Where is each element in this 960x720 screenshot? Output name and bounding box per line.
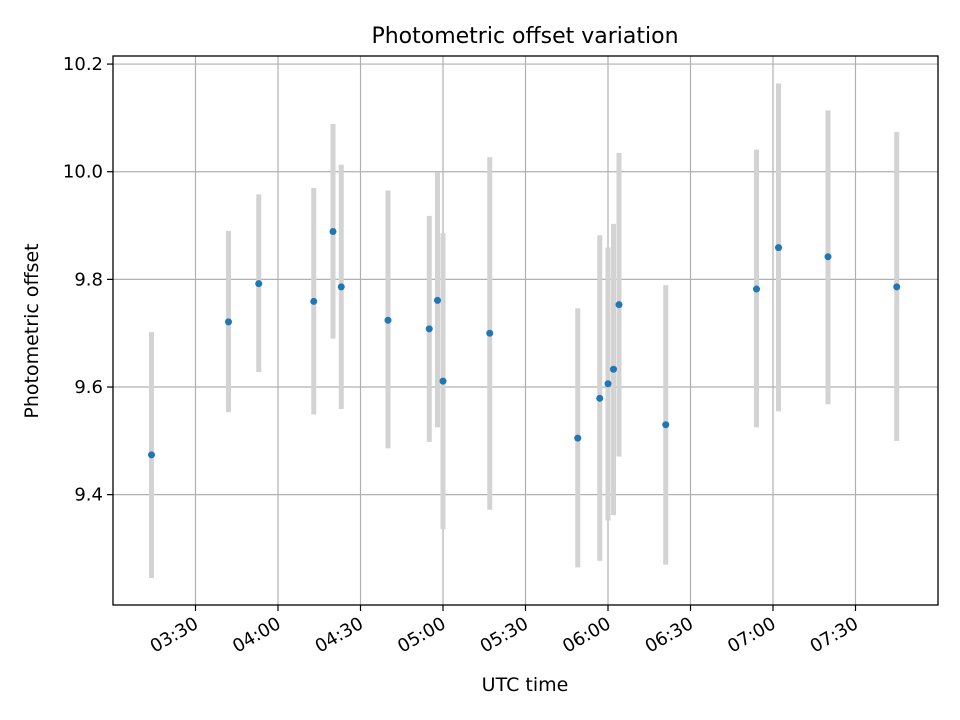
- error-bars: [149, 83, 900, 579]
- data-point: [596, 394, 604, 402]
- data-point: [225, 318, 232, 326]
- data-point: [486, 329, 494, 337]
- y-tick-label: 9.4: [74, 485, 103, 506]
- data-point: [337, 283, 345, 291]
- grid: [113, 56, 938, 605]
- y-tick-label: 9.6: [74, 377, 103, 398]
- x-tick-label: 06:30: [642, 613, 697, 657]
- x-tick-label: 05:00: [394, 613, 449, 657]
- y-axis: 9.4 9.6 9.8 10.0 10.2: [63, 54, 113, 506]
- x-tick-label: 03:30: [147, 613, 202, 657]
- chart-title: Photometric offset variation: [371, 24, 678, 49]
- y-axis-label: Photometric offset: [21, 243, 43, 418]
- data-point: [310, 297, 318, 305]
- data-point: [434, 296, 441, 304]
- x-tick-label: 07:30: [807, 613, 862, 657]
- data-point: [439, 377, 447, 385]
- data-point: [574, 434, 582, 442]
- data-point: [384, 316, 392, 324]
- y-tick-label: 10.2: [63, 54, 103, 75]
- x-axis-label: UTC time: [482, 674, 569, 696]
- data-point: [610, 365, 617, 373]
- y-tick-label: 9.8: [74, 269, 103, 290]
- data-point: [824, 253, 832, 261]
- x-tick-label: 04:00: [229, 613, 284, 657]
- data-point: [775, 244, 782, 252]
- x-tick-label: 05:30: [477, 613, 532, 657]
- data-point: [604, 380, 612, 388]
- data-point: [148, 451, 155, 459]
- data-point: [425, 325, 433, 333]
- x-axis: 03:30 04:00 04:30 05:00 05:30 06:00 06:30 07:00…: [147, 605, 862, 657]
- data-points: [148, 227, 901, 459]
- x-tick-label: 04:30: [312, 613, 367, 657]
- data-point: [255, 280, 263, 288]
- data-point: [753, 285, 760, 293]
- x-tick-label: 07:00: [724, 613, 779, 657]
- x-tick-label: 06:00: [559, 613, 614, 657]
- data-point: [329, 227, 337, 235]
- data-point: [662, 421, 670, 429]
- y-tick-label: 10.0: [63, 162, 103, 183]
- data-point: [893, 283, 901, 291]
- data-point: [615, 301, 623, 309]
